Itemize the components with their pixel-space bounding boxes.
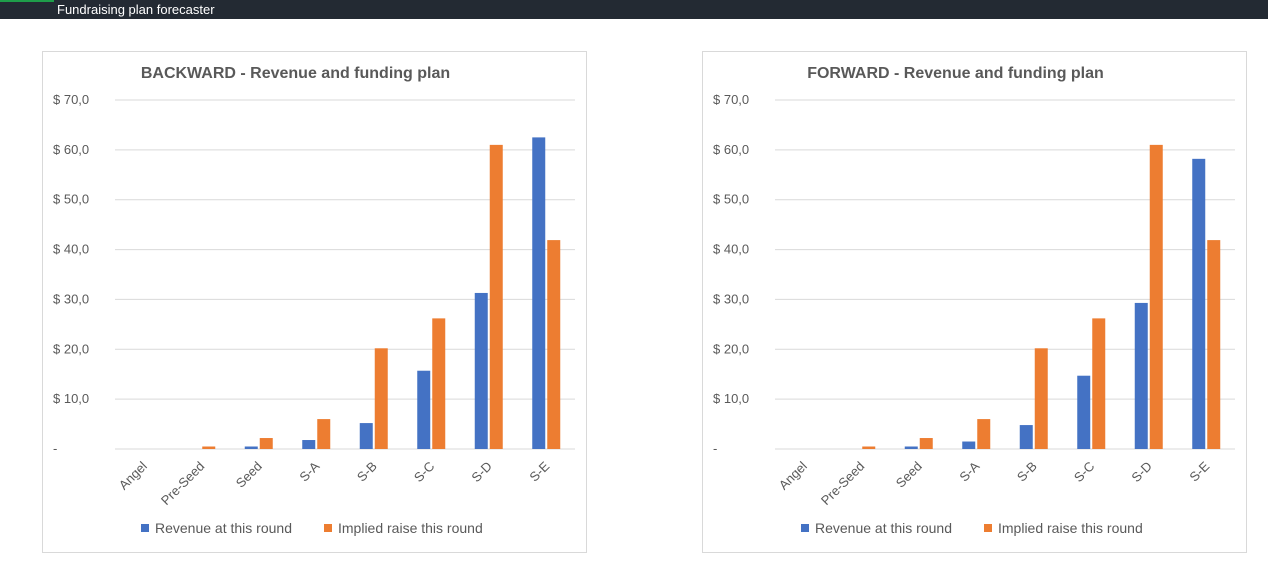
chart-title: FORWARD - Revenue and funding plan xyxy=(807,65,1104,82)
revenue-bar-s-c[interactable] xyxy=(1077,375,1091,449)
revenue-bar-s-a[interactable] xyxy=(302,440,316,449)
x-tick-label: Pre-Seed xyxy=(818,459,867,508)
raise-bar-pre-seed[interactable] xyxy=(862,446,876,449)
raise-bar-s-c[interactable] xyxy=(1092,318,1106,449)
x-tick-label: S-C xyxy=(1071,459,1097,485)
revenue-bar-seed[interactable] xyxy=(244,446,258,449)
x-tick-label: Angel xyxy=(776,458,810,492)
raise-bar-s-e[interactable] xyxy=(547,240,561,449)
x-tick-label: S-D xyxy=(1128,459,1154,485)
y-tick-label: $ 40,0 xyxy=(713,242,749,257)
x-tick-label: S-D xyxy=(468,459,494,485)
raise-bar-s-d[interactable] xyxy=(1149,144,1163,449)
raise-bar-s-b[interactable] xyxy=(374,348,388,449)
raise-bar-s-e[interactable] xyxy=(1207,240,1221,449)
legend-label[interactable]: Implied raise this round xyxy=(338,520,483,536)
legend-swatch xyxy=(984,524,992,532)
chart-svg: BACKWARD - Revenue and funding plan - $ 10… xyxy=(53,65,575,536)
legend-swatch xyxy=(801,524,809,532)
y-tick-label: $ 50,0 xyxy=(713,192,749,207)
x-tick-label: S-C xyxy=(411,459,437,485)
revenue-bar-s-d[interactable] xyxy=(1134,302,1148,449)
revenue-bar-s-e[interactable] xyxy=(532,137,546,449)
y-tick-label: $ 20,0 xyxy=(713,341,749,356)
raise-bar-s-b[interactable] xyxy=(1034,348,1048,449)
title-bar-accent xyxy=(0,0,54,2)
revenue-bar-seed[interactable] xyxy=(904,446,918,449)
revenue-bar-s-c[interactable] xyxy=(417,370,431,449)
x-tick-label: S-A xyxy=(296,458,322,484)
legend-swatch xyxy=(324,524,332,532)
x-tick-label: Pre-Seed xyxy=(158,459,207,508)
raise-bar-s-a[interactable] xyxy=(317,419,331,449)
revenue-bar-s-a[interactable] xyxy=(962,441,976,449)
y-tick-label: $ 60,0 xyxy=(713,142,749,157)
revenue-bar-s-e[interactable] xyxy=(1192,158,1206,449)
raise-bar-seed[interactable] xyxy=(259,438,273,449)
legend-label[interactable]: Implied raise this round xyxy=(998,520,1143,536)
revenue-bar-s-b[interactable] xyxy=(1019,425,1033,449)
x-tick-label: S-A xyxy=(956,458,982,484)
y-tick-label: $ 60,0 xyxy=(53,142,89,157)
legend-label[interactable]: Revenue at this round xyxy=(815,520,952,536)
chart-backward[interactable]: BACKWARD - Revenue and funding plan - $ 10… xyxy=(42,51,587,553)
x-tick-label: S-B xyxy=(1014,459,1040,485)
revenue-bar-s-d[interactable] xyxy=(474,292,488,449)
y-tick-label: $ 20,0 xyxy=(53,341,89,356)
legend-swatch xyxy=(141,524,149,532)
x-tick-label: Seed xyxy=(233,459,265,491)
x-tick-label: S-E xyxy=(526,458,552,484)
raise-bar-s-c[interactable] xyxy=(432,318,446,449)
y-tick-label: - xyxy=(53,441,57,456)
y-tick-label: $ 30,0 xyxy=(713,291,749,306)
raise-bar-pre-seed[interactable] xyxy=(202,446,216,449)
y-tick-label: $ 40,0 xyxy=(53,242,89,257)
y-tick-label: - xyxy=(713,441,717,456)
chart-svg: FORWARD - Revenue and funding plan - $ 10,… xyxy=(713,65,1235,536)
legend-label[interactable]: Revenue at this round xyxy=(155,520,292,536)
x-tick-label: Seed xyxy=(893,459,925,491)
window-title: Fundraising plan forecaster xyxy=(57,2,215,17)
chart-title: BACKWARD - Revenue and funding plan xyxy=(141,65,450,82)
raise-bar-s-a[interactable] xyxy=(977,419,991,449)
x-tick-label: S-B xyxy=(354,459,380,485)
x-tick-label: S-E xyxy=(1186,458,1212,484)
y-tick-label: $ 50,0 xyxy=(53,192,89,207)
chart-forward[interactable]: FORWARD - Revenue and funding plan - $ 10,… xyxy=(702,51,1247,553)
title-bar: Fundraising plan forecaster xyxy=(0,0,1268,19)
y-tick-label: $ 70,0 xyxy=(53,92,89,107)
raise-bar-s-d[interactable] xyxy=(489,144,503,449)
y-tick-label: $ 10,0 xyxy=(53,391,89,406)
x-tick-label: Angel xyxy=(116,458,150,492)
y-tick-label: $ 10,0 xyxy=(713,391,749,406)
y-tick-label: $ 30,0 xyxy=(53,291,89,306)
revenue-bar-s-b[interactable] xyxy=(359,423,373,449)
y-tick-label: $ 70,0 xyxy=(713,92,749,107)
raise-bar-seed[interactable] xyxy=(919,438,933,449)
